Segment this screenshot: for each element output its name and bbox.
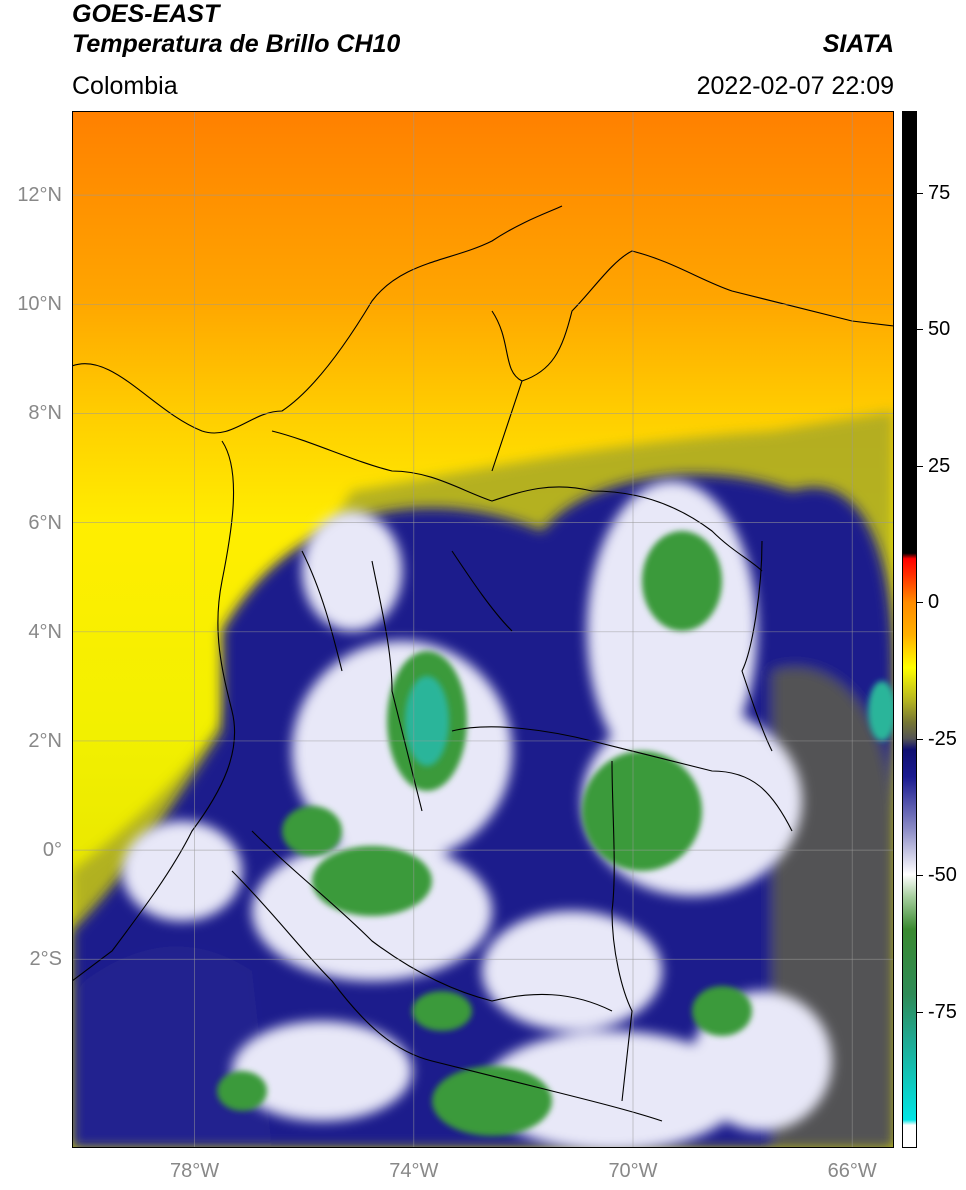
lat-tick-label: 0°	[42, 839, 62, 862]
coldest-cores	[405, 676, 894, 766]
colorbar-tick-mark	[917, 329, 923, 331]
colorbar-tick-mark	[917, 738, 923, 740]
colorbar-tick-mark	[917, 1011, 923, 1013]
colorbar-tick-label: 0	[928, 591, 940, 614]
satellite-title: GOES-EAST	[72, 0, 220, 28]
colorbar-tick-label: 25	[928, 454, 951, 477]
colorbar-tick-mark	[917, 465, 923, 467]
lon-tick-label: 78°W	[170, 1160, 220, 1182]
lat-tick-label: 12°N	[17, 184, 62, 207]
lat-tick-label: 2°S	[29, 948, 62, 971]
colorbar-tick-label: -50	[928, 864, 957, 887]
borders	[72, 205, 894, 1122]
graticule	[72, 111, 894, 1148]
colorbar-tick-mark	[917, 192, 923, 194]
satellite-map[interactable]	[72, 111, 894, 1148]
lon-tick-label: 74°W	[389, 1160, 439, 1182]
lat-tick-label: 8°N	[28, 402, 62, 425]
datetime-label: 2022-02-07 22:09	[696, 72, 894, 100]
colorbar-tick-mark	[917, 602, 923, 604]
lat-tick-label: 2°N	[28, 729, 62, 752]
very-cold-tops	[217, 531, 752, 1136]
lat-tick-label: 6°N	[28, 511, 62, 534]
colorbar	[902, 111, 917, 1148]
lat-tick-label: 10°N	[17, 293, 62, 316]
colorbar-tick-label: 75	[928, 181, 951, 204]
lat-tick-label: 4°N	[28, 620, 62, 643]
region-label: Colombia	[72, 72, 178, 100]
colorbar-tick-label: 50	[928, 318, 951, 341]
lon-tick-label: 66°W	[827, 1160, 877, 1182]
brand-label: SIATA	[822, 30, 894, 58]
colorbar-tick-label: -75	[928, 1000, 957, 1023]
map-canvas	[72, 111, 894, 1148]
colorbar-tick-mark	[917, 875, 923, 877]
product-title: Temperatura de Brillo CH10	[72, 30, 401, 58]
colorbar-tick-label: -25	[928, 727, 957, 750]
lon-tick-label: 70°W	[608, 1160, 658, 1182]
